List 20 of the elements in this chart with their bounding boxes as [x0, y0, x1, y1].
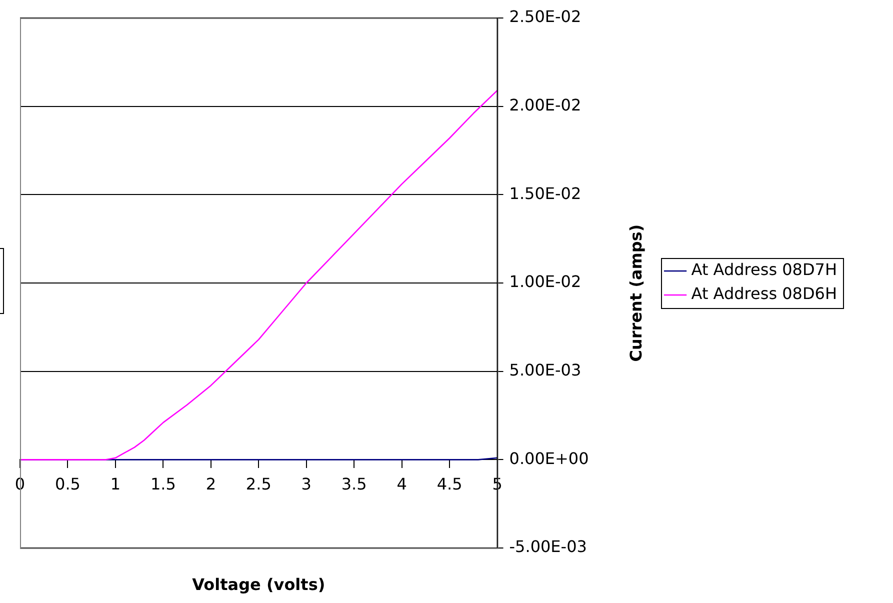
y-tick-label: 2.50E-02 — [509, 7, 582, 26]
x-axis-title: Voltage (volts) — [192, 575, 326, 594]
y-tick-label: 0.00E+00 — [509, 448, 589, 468]
x-tick-label: 0.5 — [55, 474, 80, 494]
x-tick-label: 2 — [206, 474, 216, 494]
y-tick-label: -5.00E-03 — [509, 537, 587, 556]
y-axis-title: Current (amps) — [626, 224, 646, 362]
x-tick-label: 4.5 — [436, 474, 462, 494]
x-tick-label: 4 — [396, 474, 407, 494]
x-tick-label: 3 — [301, 474, 312, 494]
legend-label: At Address 08D6H — [691, 284, 837, 304]
x-tick-label: 1.5 — [150, 474, 176, 494]
legend-label: At Address 08D7H — [691, 260, 837, 280]
x-tick-label: 2.5 — [246, 474, 272, 494]
x-tick-label: 1 — [110, 474, 121, 494]
y-tick-label: 1.00E-02 — [509, 272, 582, 292]
y-tick-label: 5.00E-03 — [509, 360, 582, 380]
y-tick-label: 1.50E-02 — [509, 184, 582, 203]
x-tick-label: 3.5 — [341, 474, 367, 494]
y-tick-label: 2.00E-02 — [509, 95, 582, 114]
